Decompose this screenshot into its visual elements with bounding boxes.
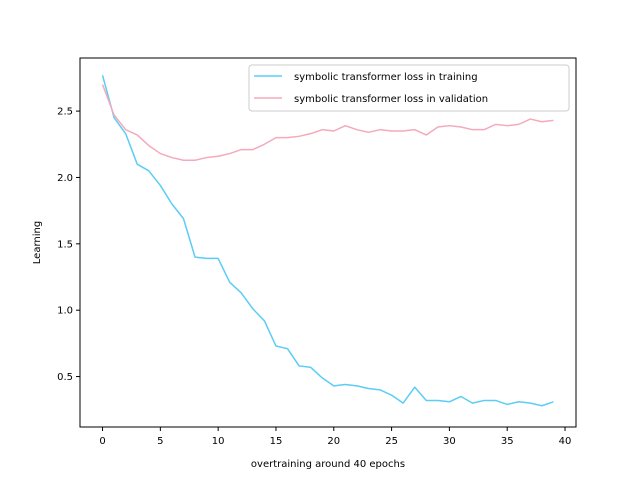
x-tick-label: 5 [157, 436, 163, 447]
x-tick-label: 25 [385, 436, 398, 447]
x-axis-title: overtraining around 40 epochs [251, 459, 405, 470]
x-tick-label: 15 [270, 436, 283, 447]
axes-frame [79, 57, 577, 428]
x-tick-label: 20 [327, 436, 340, 447]
series-line-training [101, 75, 554, 407]
y-tick-label: 2.0 [57, 173, 73, 184]
x-tick-label: 0 [99, 436, 105, 447]
legend-box [248, 64, 570, 112]
x-tick-label: 40 [559, 436, 572, 447]
y-tick-label: 2.5 [57, 107, 73, 118]
x-tick-label: 35 [501, 436, 514, 447]
y-tick-label: 1.5 [57, 239, 73, 250]
y-axis-title: Learning [32, 221, 43, 264]
legend-label-validation: symbolic transformer loss in validation [294, 94, 488, 105]
legend: symbolic transformer loss in training sy… [248, 64, 570, 112]
series-line-validation [101, 84, 554, 161]
y-tick-label: 0.5 [57, 372, 73, 383]
y-axis-ticks: 0.5 1.0 1.5 2.0 2.5 [57, 107, 80, 383]
x-tick-label: 10 [212, 436, 225, 447]
x-tick-label: 30 [443, 436, 456, 447]
y-tick-label: 1.0 [57, 306, 73, 317]
legend-label-training: symbolic transformer loss in training [294, 72, 478, 83]
plot-area [101, 75, 554, 407]
x-axis-ticks: 0 5 10 15 20 25 30 35 40 [99, 427, 571, 447]
